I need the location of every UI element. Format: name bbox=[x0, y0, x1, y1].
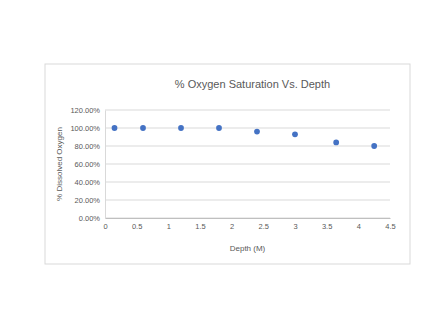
y-tick: 120.00% bbox=[70, 106, 105, 115]
y-tick: 80.00% bbox=[75, 142, 105, 151]
y-tick-label: 60.00% bbox=[75, 160, 101, 169]
x-tick-label: 0 bbox=[103, 222, 107, 231]
y-tick-label: 100.00% bbox=[70, 124, 100, 133]
y-tick-label: 40.00% bbox=[75, 178, 101, 187]
point bbox=[140, 125, 146, 131]
x-tick-label: 1.5 bbox=[195, 222, 205, 231]
y-tick: 0.00% bbox=[79, 214, 105, 223]
x-tick-label: 4.5 bbox=[385, 222, 395, 231]
y-tick: 60.00% bbox=[75, 160, 105, 169]
x-tick: 2 bbox=[230, 218, 234, 231]
x-tick-label: 0.5 bbox=[132, 222, 142, 231]
x-tick-label: 1 bbox=[167, 222, 171, 231]
grid bbox=[105, 110, 390, 218]
x-tick-label: 3 bbox=[293, 222, 297, 231]
y-tick-label: 0.00% bbox=[79, 214, 101, 223]
y-axis-line bbox=[105, 111, 106, 219]
x-tick-label: 2.5 bbox=[259, 222, 269, 231]
x-tick: 2.5 bbox=[259, 218, 269, 231]
y-tick-label: 120.00% bbox=[70, 106, 100, 115]
x-axis-line bbox=[106, 218, 391, 219]
x-axis-title: Depth (M) bbox=[230, 244, 266, 253]
y-axis: 0.00% 20.00% 40.00% 60.00% 80.00% 100.00% 120.… bbox=[70, 106, 105, 223]
y-axis-title: % Dissolved Oxygen bbox=[55, 127, 64, 201]
y-tick: 20.00% bbox=[75, 196, 105, 205]
grid-line bbox=[105, 146, 390, 147]
x-tick: 1 bbox=[167, 218, 171, 231]
grid-line bbox=[105, 200, 390, 201]
grid-line bbox=[105, 182, 390, 183]
point bbox=[292, 131, 298, 137]
point bbox=[216, 125, 222, 131]
y-tick-label: 80.00% bbox=[75, 142, 101, 151]
point bbox=[112, 125, 118, 131]
point bbox=[178, 125, 184, 131]
point bbox=[333, 140, 339, 146]
title: % Oxygen Saturation Vs. Depth bbox=[175, 78, 330, 90]
x-tick: 3.5 bbox=[322, 218, 332, 231]
x-tick-label: 2 bbox=[230, 222, 234, 231]
x-tick: 1.5 bbox=[195, 218, 205, 231]
x-axis: 0 0.5 1 1.5 2 2.5 3 3.5 4 4.5 bbox=[103, 218, 395, 231]
x-tick: 0.5 bbox=[132, 218, 142, 231]
grid-line bbox=[105, 110, 390, 111]
x-tick-label: 4 bbox=[357, 222, 361, 231]
x-tick: 4 bbox=[357, 218, 361, 231]
chart: 0 0.5 1 1.5 2 2.5 3 3.5 4 4.5 0.00% 20.00% 40.00% 60.… bbox=[0, 0, 427, 330]
grid-line bbox=[105, 218, 390, 219]
x-tick: 4.5 bbox=[385, 218, 395, 231]
y-tick: 100.00% bbox=[70, 124, 105, 133]
y-tick: 40.00% bbox=[75, 178, 105, 187]
x-tick: 3 bbox=[293, 218, 297, 231]
grid-line bbox=[105, 164, 390, 165]
x-tick-label: 3.5 bbox=[322, 222, 332, 231]
point bbox=[371, 143, 377, 149]
points bbox=[112, 125, 377, 149]
x-tick: 0 bbox=[103, 218, 107, 231]
y-tick-label: 20.00% bbox=[75, 196, 101, 205]
point bbox=[254, 129, 260, 135]
chart-frame bbox=[45, 64, 410, 264]
grid-line bbox=[105, 128, 390, 129]
